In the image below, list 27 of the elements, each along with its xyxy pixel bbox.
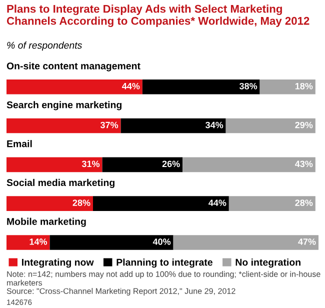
y-tick-label: On-site content management [6, 62, 140, 72]
legend-label: Planning to integrate [116, 258, 212, 268]
data-label: 44% [122, 82, 140, 90]
legend-label: Integrating now [22, 258, 94, 268]
y-tick-label: Social media marketing [6, 178, 114, 188]
data-label: 34% [205, 122, 224, 128]
data-label: 37% [100, 122, 118, 128]
y-tick-label: Email [7, 140, 32, 148]
source-note: Source: "Cross-Channel Marketing Report 2012," June 29, 2012 [6, 288, 236, 296]
data-label: 14% [30, 238, 48, 245]
y-tick-label: Mobile marketing [7, 218, 86, 227]
data-label: 43% [295, 160, 313, 168]
chart-subtitle: % of respondents [7, 42, 82, 51]
data-label: 28% [295, 200, 313, 206]
y-tick-label: Search engine marketing [6, 101, 122, 110]
chart-title: Plans to Integrate Display Ads with Select Marketing Channels According to Companies* Worldwide, May 2012 [6, 4, 310, 28]
text: Note: n=142; numbers may not add up to 100% due to rounding; *client-side or in-house marketers [7, 271, 320, 286]
data-label: 47% [298, 238, 316, 245]
data-label: 40% [152, 238, 171, 245]
data-label: 44% [208, 200, 226, 206]
data-label: 38% [239, 82, 258, 90]
legend-label: No integration [236, 258, 300, 268]
data-label: 26% [162, 160, 180, 168]
data-label: 31% [82, 160, 100, 168]
data-label: 18% [295, 82, 313, 90]
data-label: 29% [295, 122, 313, 128]
data-label: 28% [72, 200, 90, 206]
